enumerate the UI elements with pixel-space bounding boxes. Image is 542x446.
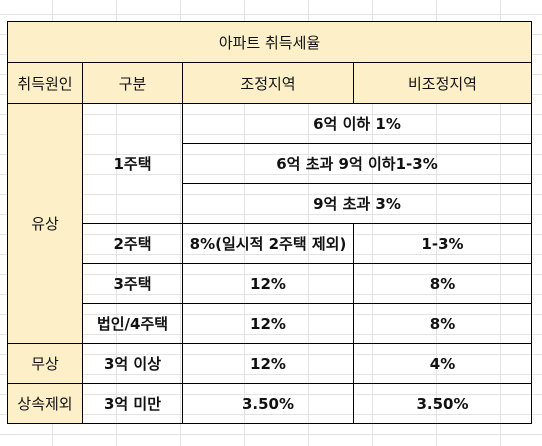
two-house-non-adjusted[interactable]: 1-3%	[353, 223, 532, 264]
tier-1[interactable]: 6억 이하 1%	[182, 103, 532, 144]
label-three-house[interactable]: 3주택	[82, 263, 183, 304]
inherit-adjusted[interactable]: 3.50%	[182, 383, 354, 424]
three-house-non-adjusted[interactable]: 8%	[353, 263, 532, 304]
tax-rate-table: 아파트 취득세율 취득원인 구분 조정지역 비조정지역 유상 1주택 6억 이하…	[7, 21, 532, 424]
label-free[interactable]: 3억 이상	[82, 343, 183, 384]
cause-free[interactable]: 무상	[7, 343, 83, 384]
free-adjusted[interactable]: 12%	[182, 343, 354, 384]
label-two-house[interactable]: 2주택	[82, 223, 183, 264]
three-house-adjusted[interactable]: 12%	[182, 263, 354, 304]
table-title[interactable]: 아파트 취득세율	[7, 21, 532, 63]
tier-2[interactable]: 6억 초과 9억 이하1-3%	[182, 143, 532, 184]
free-non-adjusted[interactable]: 4%	[353, 343, 532, 384]
label-inherit[interactable]: 3억 미만	[82, 383, 183, 424]
header-category[interactable]: 구분	[82, 62, 183, 104]
label-one-house[interactable]: 1주택	[82, 103, 183, 224]
cause-paid[interactable]: 유상	[7, 103, 83, 344]
header-acquisition-cause[interactable]: 취득원인	[7, 62, 83, 104]
header-adjusted-area[interactable]: 조정지역	[182, 62, 354, 104]
corp-adjusted[interactable]: 12%	[182, 303, 354, 344]
label-corp-four-house[interactable]: 법인/4주택	[82, 303, 183, 344]
cause-inherit-excluded[interactable]: 상속제외	[7, 383, 83, 424]
corp-non-adjusted[interactable]: 8%	[353, 303, 532, 344]
header-non-adjusted-area[interactable]: 비조정지역	[353, 62, 532, 104]
inherit-non-adjusted[interactable]: 3.50%	[353, 383, 532, 424]
tier-3[interactable]: 9억 초과 3%	[182, 183, 532, 224]
two-house-adjusted[interactable]: 8%(일시적 2주택 제외)	[182, 223, 354, 264]
